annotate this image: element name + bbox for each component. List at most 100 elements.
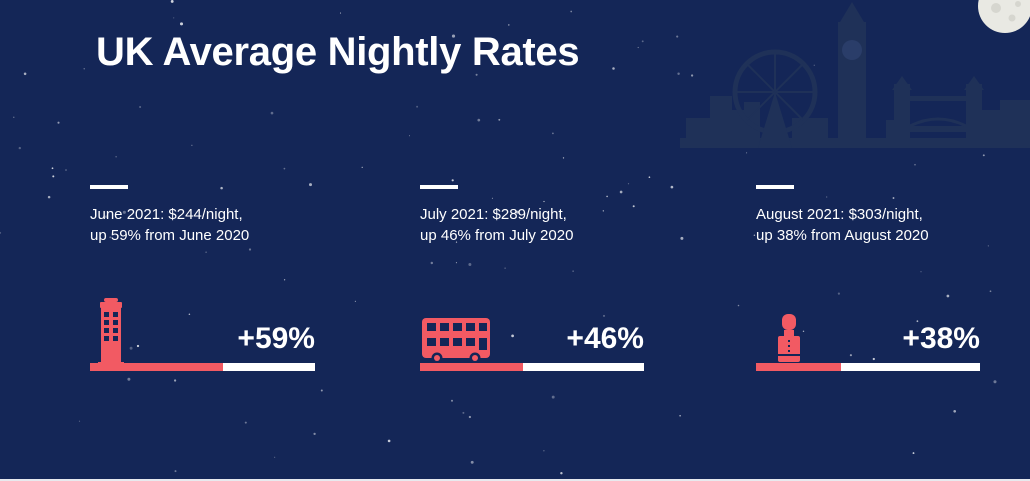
star bbox=[0, 231, 2, 234]
bottom-border bbox=[0, 479, 1030, 481]
star bbox=[451, 399, 453, 402]
divider bbox=[756, 185, 794, 189]
star bbox=[491, 197, 493, 199]
star bbox=[274, 456, 276, 458]
star bbox=[409, 135, 410, 137]
star bbox=[191, 144, 193, 146]
star bbox=[283, 167, 286, 170]
star bbox=[339, 12, 342, 14]
star bbox=[680, 236, 684, 240]
star bbox=[104, 215, 108, 219]
star bbox=[129, 346, 133, 350]
star bbox=[52, 175, 55, 178]
star bbox=[468, 415, 472, 419]
star bbox=[551, 395, 555, 399]
star bbox=[65, 169, 67, 171]
percent-label: +38% bbox=[902, 322, 980, 355]
star bbox=[543, 450, 545, 452]
star bbox=[837, 292, 840, 295]
star bbox=[127, 377, 131, 381]
star bbox=[511, 334, 514, 338]
star bbox=[989, 290, 992, 293]
stat-caption: July 2021: $289/night, up 46% from July … bbox=[420, 204, 660, 246]
star bbox=[498, 118, 501, 121]
star bbox=[475, 73, 478, 76]
star bbox=[309, 183, 312, 187]
star bbox=[220, 186, 223, 190]
star bbox=[690, 74, 694, 77]
star bbox=[47, 195, 51, 199]
star bbox=[753, 234, 756, 236]
star bbox=[670, 185, 674, 189]
star bbox=[173, 17, 175, 19]
star bbox=[78, 420, 81, 422]
star bbox=[953, 409, 957, 413]
star bbox=[677, 72, 680, 75]
star bbox=[470, 460, 474, 464]
star bbox=[746, 152, 748, 154]
star bbox=[170, 0, 174, 3]
star bbox=[354, 300, 356, 302]
royal-guard-icon bbox=[778, 314, 800, 362]
star bbox=[560, 472, 563, 475]
star bbox=[648, 176, 651, 179]
double-decker-bus-icon bbox=[422, 318, 490, 364]
star bbox=[320, 389, 323, 392]
stat-caption: June 2021: $244/night, up 59% from June … bbox=[90, 204, 330, 246]
progress-fill bbox=[756, 363, 842, 371]
star bbox=[676, 35, 679, 38]
star bbox=[430, 261, 434, 265]
star bbox=[912, 452, 915, 455]
star bbox=[632, 205, 635, 208]
star bbox=[602, 314, 606, 317]
star bbox=[57, 121, 60, 124]
star bbox=[920, 271, 922, 273]
star bbox=[387, 439, 391, 443]
stat-caption: August 2021: $303/night, up 38% from Aug… bbox=[756, 204, 996, 246]
star bbox=[83, 68, 85, 70]
caption-line-2: up 46% from July 2020 bbox=[420, 227, 574, 244]
star bbox=[455, 262, 457, 264]
star bbox=[468, 263, 472, 266]
star bbox=[619, 190, 623, 194]
stat-card-august: August 2021: $303/night, up 38% from Aug… bbox=[756, 180, 980, 380]
star bbox=[849, 354, 852, 357]
progress-bar bbox=[90, 363, 315, 371]
star bbox=[602, 210, 604, 212]
star bbox=[914, 163, 916, 166]
caption-line-2: up 38% from August 2020 bbox=[756, 227, 929, 244]
london-skyline-icon bbox=[680, 0, 1030, 148]
divider bbox=[420, 185, 458, 189]
star bbox=[606, 195, 608, 198]
star bbox=[416, 105, 419, 108]
star bbox=[826, 196, 828, 198]
progress-fill bbox=[90, 363, 223, 371]
star bbox=[51, 167, 54, 170]
star bbox=[813, 64, 815, 66]
moon-icon bbox=[978, 0, 1030, 33]
percent-label: +59% bbox=[237, 322, 315, 355]
star bbox=[737, 304, 740, 307]
star bbox=[802, 330, 805, 333]
divider bbox=[90, 185, 128, 189]
star bbox=[451, 179, 454, 182]
star bbox=[679, 414, 681, 417]
star bbox=[627, 183, 630, 185]
star bbox=[570, 10, 573, 13]
star bbox=[515, 210, 519, 214]
star bbox=[122, 210, 126, 214]
star bbox=[244, 421, 247, 424]
star bbox=[179, 22, 184, 26]
star bbox=[173, 379, 177, 382]
star bbox=[477, 118, 481, 122]
star bbox=[23, 72, 27, 76]
caption-line-1: June 2021: $244/night, bbox=[90, 206, 243, 223]
stat-card-june: June 2021: $244/night, up 59% from June … bbox=[90, 180, 315, 380]
star bbox=[283, 279, 286, 281]
percent-label: +46% bbox=[566, 322, 644, 355]
star bbox=[115, 156, 117, 158]
star bbox=[270, 111, 274, 115]
star bbox=[637, 46, 639, 49]
star bbox=[248, 248, 252, 251]
